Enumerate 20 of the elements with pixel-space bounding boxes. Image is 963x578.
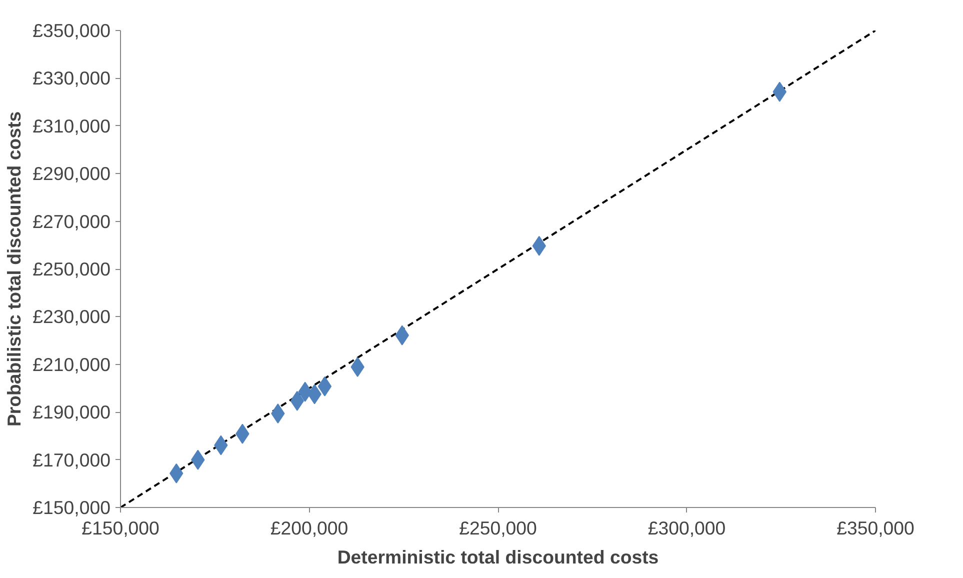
point (290, 390, 304, 411)
y-axis-title: Probabilistic total discounted costs (4, 111, 25, 427)
y-tick-label: £270,000 (32, 210, 111, 232)
y-tick-label: £210,000 (32, 354, 111, 375)
y-tick-label: £170,000 (32, 449, 111, 470)
x-axis-title: Deterministic total discounted costs (337, 546, 659, 568)
y-tick-label: £150,000 (32, 497, 111, 518)
y-tick-label: £190,000 (32, 402, 111, 423)
x-tick-label: £250,000 (459, 518, 537, 538)
y-tick-label: £350,000 (32, 20, 111, 41)
y-tick-label: £310,000 (32, 115, 111, 136)
x-tick-label: £350,000 (836, 518, 914, 538)
x-tick-label: £200,000 (270, 518, 348, 538)
x-tick-label: £300,000 (648, 518, 726, 538)
x-tick-label: £150,000 (82, 518, 160, 538)
point (318, 376, 332, 396)
y-tick-label: £290,000 (32, 163, 111, 184)
y-tick-label: £330,000 (32, 68, 111, 89)
y-tick-label: £250,000 (32, 258, 111, 280)
y-tick-label: £230,000 (32, 306, 111, 328)
